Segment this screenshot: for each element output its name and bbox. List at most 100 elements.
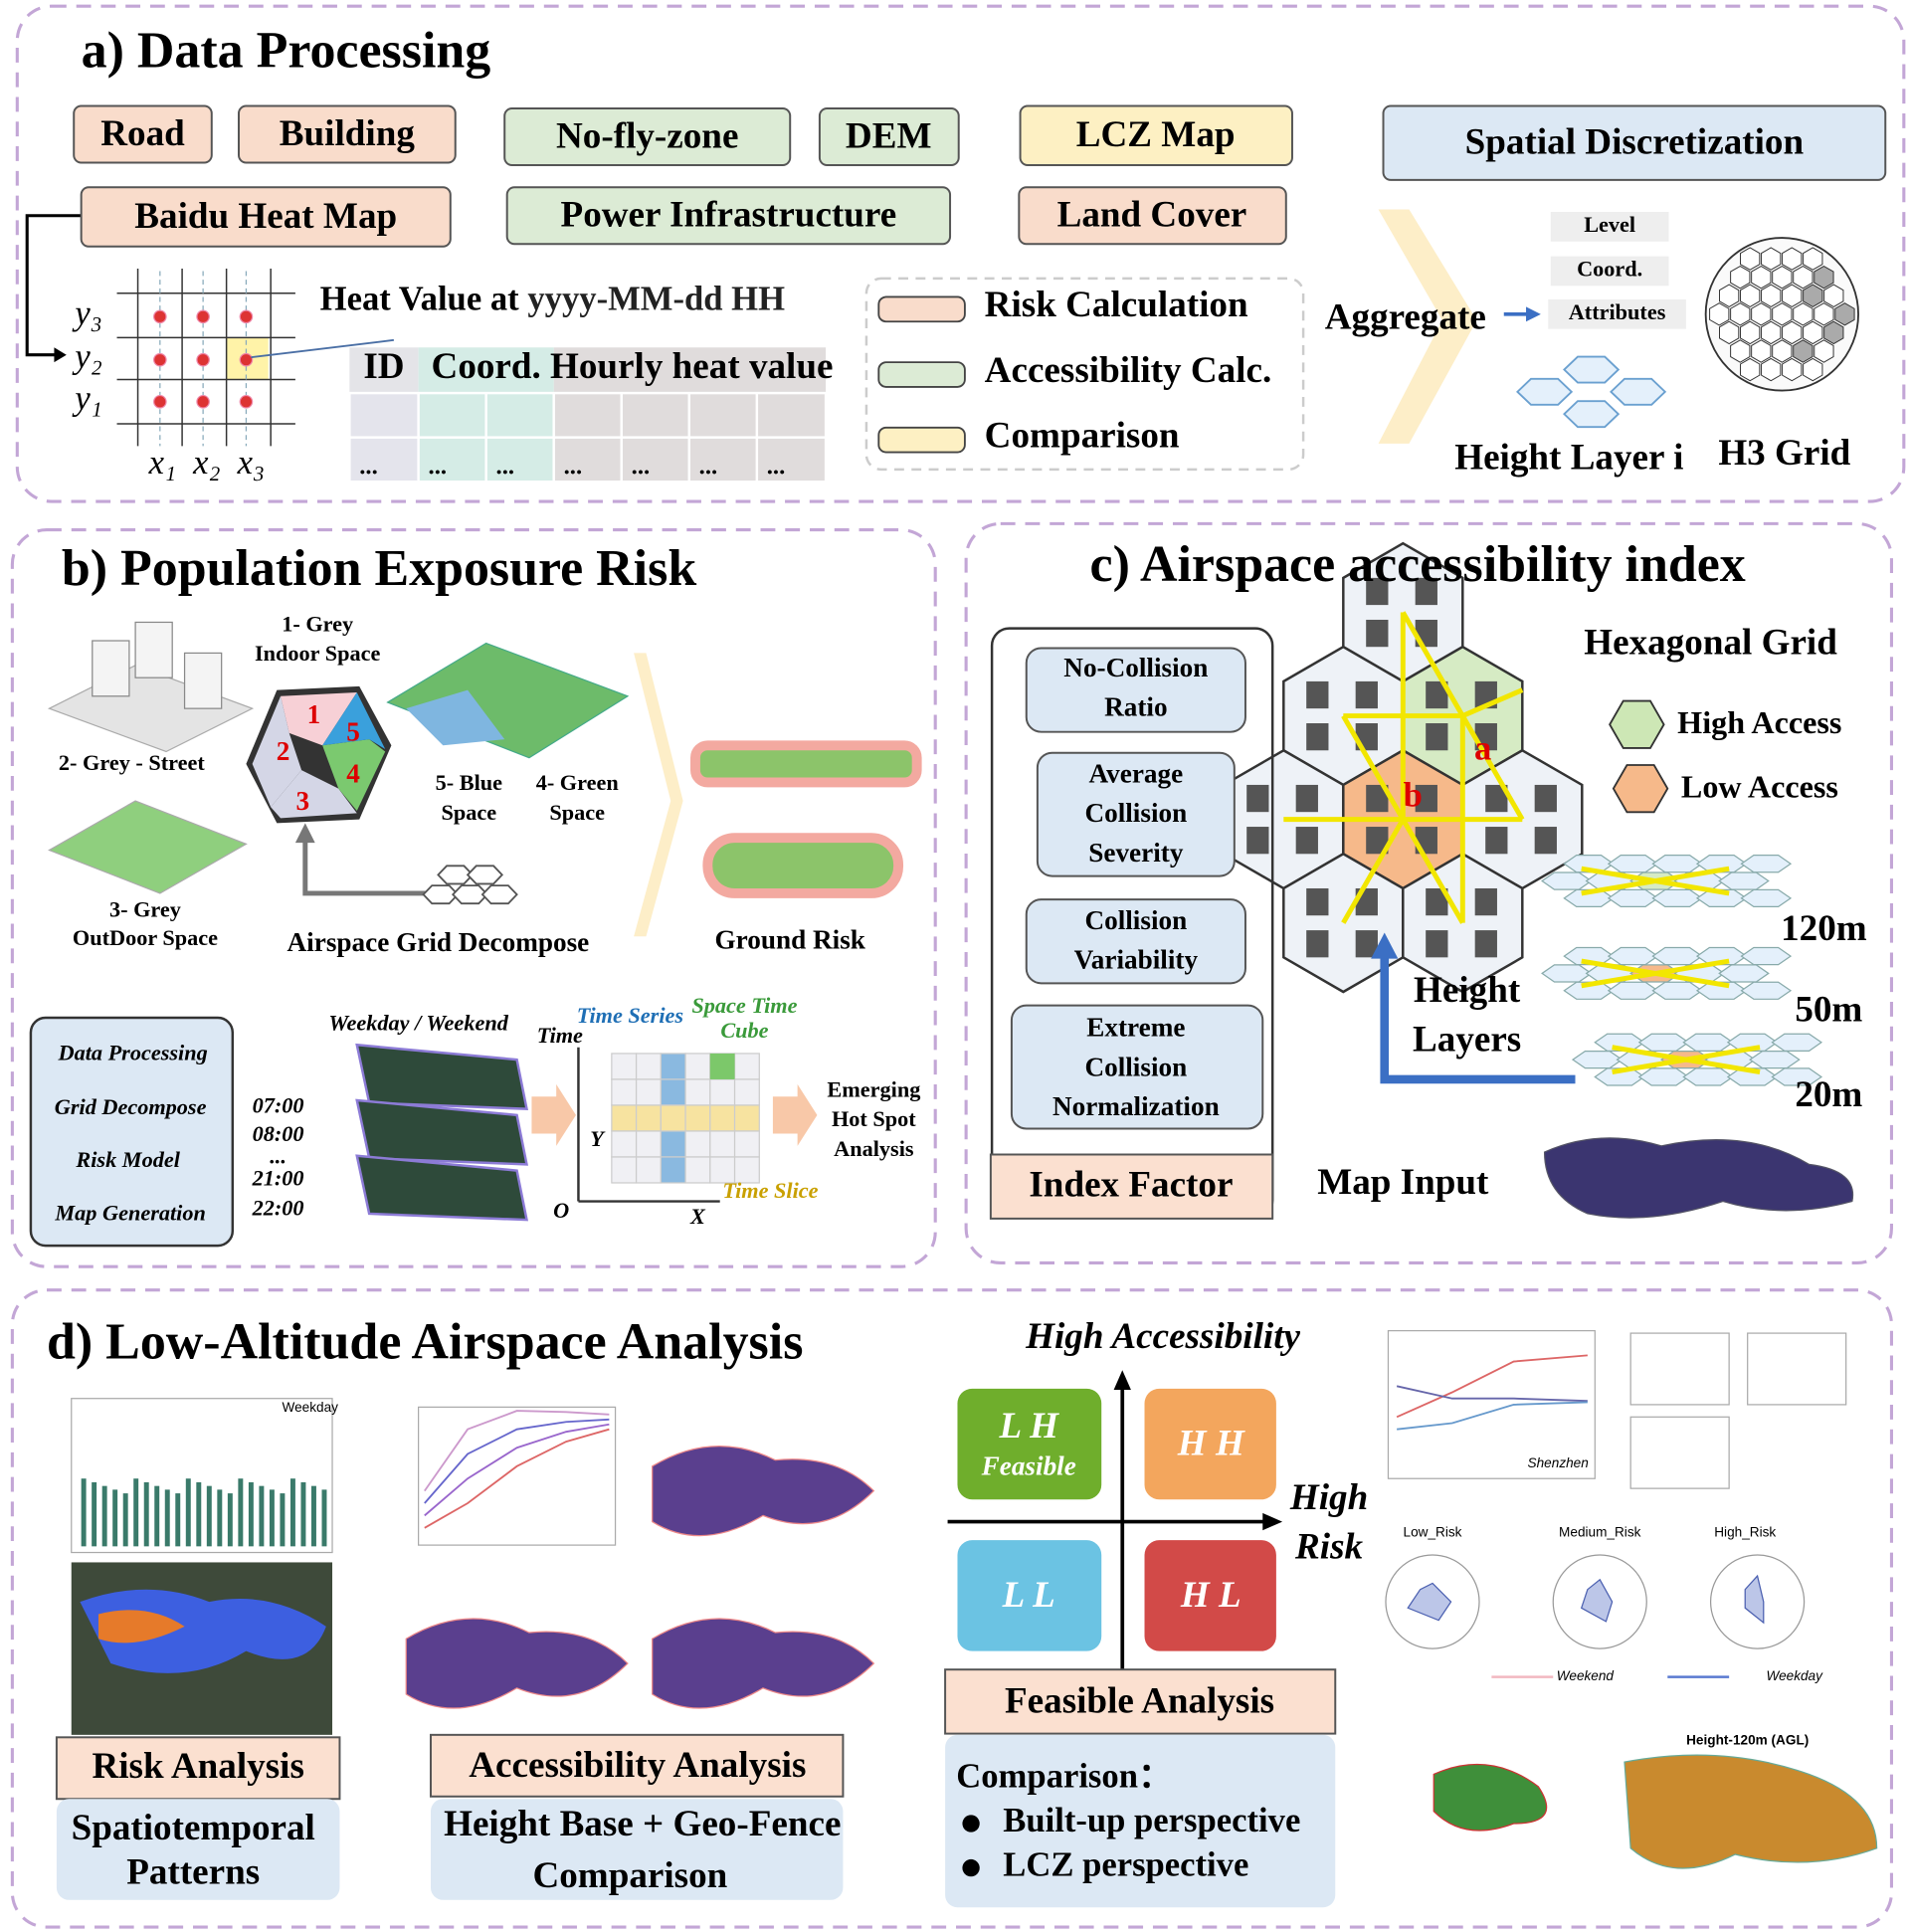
building — [1295, 784, 1318, 813]
hexagon — [451, 884, 489, 905]
table-cell-text: ... — [429, 453, 448, 480]
box — [73, 104, 213, 164]
hexagon — [1730, 339, 1751, 363]
table-header: ID — [363, 346, 404, 387]
hexagon — [1793, 339, 1814, 363]
hexagon — [1751, 302, 1772, 326]
cube-cell — [635, 1130, 662, 1158]
hexagon — [1782, 357, 1803, 382]
factor: Collision — [1084, 905, 1187, 935]
hexagon — [1740, 357, 1761, 382]
acc-map — [405, 1618, 629, 1709]
hex-letter: b — [1404, 777, 1423, 815]
box — [430, 1799, 844, 1900]
building — [1355, 930, 1378, 958]
attribute-bg — [1548, 298, 1686, 329]
label: 3- Grey — [109, 897, 181, 922]
factor: Collision — [1084, 1052, 1187, 1081]
table-cell — [486, 394, 553, 437]
decorations: .................. ... a b — [25, 209, 1878, 1869]
mini-bar — [101, 1485, 107, 1547]
mini-bar — [259, 1485, 265, 1547]
hexagon — [1637, 1067, 1690, 1086]
hexagon — [1612, 764, 1669, 814]
label: 4- Green — [536, 770, 620, 795]
table-cell — [758, 438, 825, 482]
radar-area — [1744, 1574, 1765, 1625]
box — [238, 104, 457, 164]
axis-label: High — [1289, 1477, 1368, 1518]
cube-cell — [660, 1156, 686, 1184]
building — [1426, 930, 1448, 958]
cube-cell — [660, 1078, 686, 1106]
label: Ground Risk — [714, 925, 865, 955]
mini-bar — [289, 1478, 295, 1547]
cube-cell — [635, 1053, 662, 1080]
bullet-text: Built-up perspective — [1003, 1802, 1300, 1839]
cube-cell — [611, 1053, 638, 1080]
link — [1581, 866, 1730, 896]
radar — [1385, 1554, 1480, 1649]
cube-cell — [733, 1104, 760, 1132]
mini-bar — [92, 1481, 97, 1547]
label: Height — [1414, 970, 1521, 1011]
table-header: Coord. — [432, 346, 541, 387]
attribute-bg — [1550, 256, 1669, 287]
cube-cell — [733, 1078, 760, 1106]
axis-label: y₂ — [72, 338, 101, 376]
building — [1306, 723, 1329, 751]
acc-map — [652, 1618, 875, 1709]
building — [1426, 680, 1448, 709]
cube-cell — [684, 1130, 711, 1158]
hexagon — [1772, 339, 1793, 363]
hexagon — [1563, 355, 1621, 384]
cube-cell — [611, 1104, 638, 1132]
link — [1341, 714, 1406, 821]
hexagon — [1541, 871, 1593, 890]
mini-line — [424, 1418, 610, 1504]
quadrant-label: H L — [1180, 1575, 1242, 1616]
building — [1534, 827, 1557, 855]
building — [1474, 930, 1497, 958]
cube-cell — [611, 1078, 638, 1106]
hexagon — [1740, 981, 1793, 1000]
cube-cell — [635, 1156, 662, 1184]
cube-cell — [709, 1156, 736, 1184]
building — [1485, 827, 1508, 855]
label: Hot Spot — [832, 1106, 916, 1131]
time: 22:00 — [252, 1195, 304, 1220]
title: a) Data Processing — [82, 23, 491, 80]
label: Road — [100, 113, 185, 154]
quadrant-label: H H — [1177, 1424, 1245, 1464]
label: Index Factor — [1029, 1164, 1233, 1205]
label: DEM — [846, 115, 932, 156]
label: Map Input — [1317, 1162, 1489, 1203]
dot — [239, 352, 254, 367]
hexagon — [1761, 320, 1782, 345]
hexagon — [1761, 284, 1782, 307]
bullet — [962, 1815, 980, 1833]
mini-bar — [280, 1493, 286, 1547]
hex-letter: a — [1474, 729, 1491, 767]
box — [1018, 186, 1287, 246]
arrow-head — [1526, 306, 1541, 322]
chevron — [1378, 209, 1477, 444]
table-cell — [758, 394, 825, 437]
label: 2- Grey - Street — [59, 750, 205, 775]
building — [1485, 784, 1508, 813]
hexagon — [1803, 320, 1823, 345]
label: Aggregate — [1325, 297, 1486, 338]
bullet-text: LCZ perspective — [1003, 1846, 1248, 1884]
hexagon — [466, 865, 504, 885]
radar-title: Medium_Risk — [1559, 1524, 1641, 1539]
lcz-map — [1624, 1754, 1878, 1869]
label: Power Infrastructure — [561, 195, 897, 236]
dot — [196, 352, 210, 367]
chevron — [634, 653, 683, 937]
chart-label: Shenzhen — [1528, 1455, 1589, 1470]
heat-label: Heat Value at — [320, 280, 519, 317]
quadrant — [957, 1388, 1102, 1500]
acc-map — [652, 1446, 875, 1537]
hexagon — [1541, 964, 1593, 983]
